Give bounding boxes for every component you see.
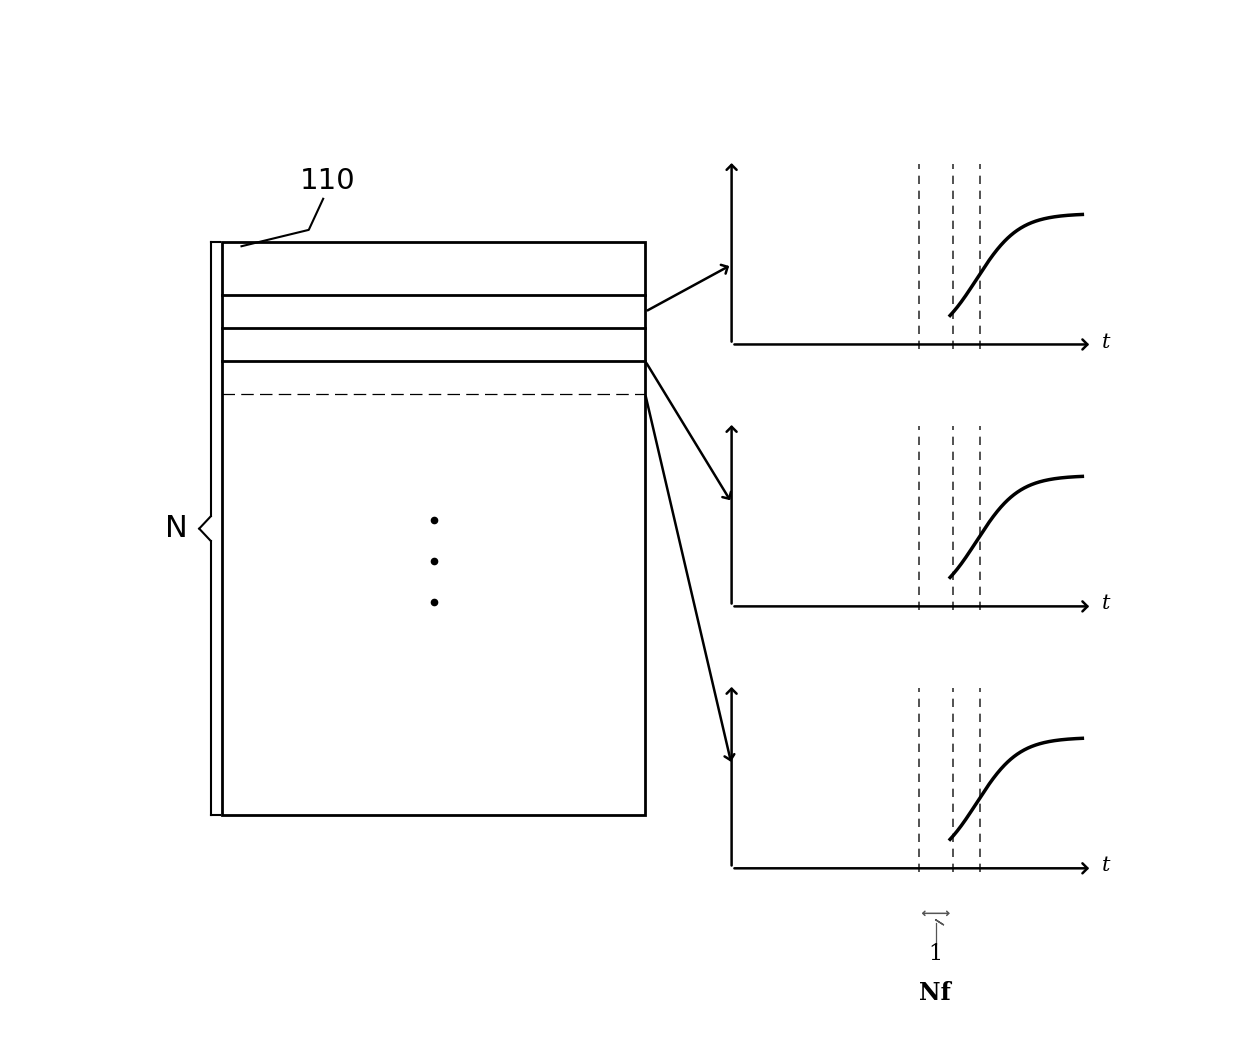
- Bar: [222, 242, 645, 815]
- Text: 110: 110: [300, 167, 356, 195]
- Text: t: t: [1102, 333, 1111, 352]
- Text: t: t: [1102, 594, 1111, 613]
- Text: t: t: [1102, 857, 1111, 875]
- Text: 1: 1: [929, 943, 942, 965]
- Text: N: N: [165, 514, 187, 543]
- Text: Nf: Nf: [919, 981, 951, 1005]
